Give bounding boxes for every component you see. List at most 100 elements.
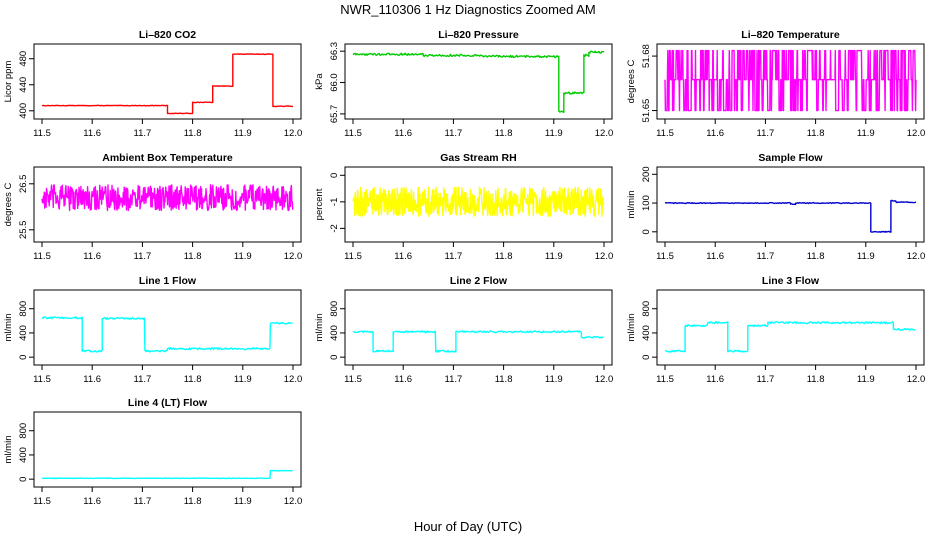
chart-panel: Sample Flow 11.5 11.6 11.7 11.8 11.9 12.0 0 100 2…	[626, 152, 925, 262]
x-tick-label: 11.5	[33, 128, 51, 139]
y-tick-label: 0	[329, 173, 340, 178]
plot-frame	[33, 166, 302, 243]
plot-frame	[33, 43, 302, 120]
x-tick-label: 11.7	[134, 374, 152, 385]
plot-frame	[344, 166, 613, 243]
y-tick-label: 400	[18, 325, 29, 341]
plot-frame	[656, 43, 925, 120]
x-tick-label: 12.0	[284, 496, 303, 507]
data-series-line	[352, 50, 605, 113]
y-tick-label: -2	[329, 224, 340, 232]
x-tick-label: 11.9	[857, 251, 875, 262]
panel-title: Li–820 Temperature	[741, 29, 840, 41]
x-tick-label: 11.8	[495, 251, 513, 262]
x-tick-label: 11.7	[757, 251, 775, 262]
x-tick-label: 11.9	[234, 374, 252, 385]
data-series-line	[352, 330, 604, 353]
panel-title: Sample Flow	[758, 152, 823, 164]
x-tick-label: 12.0	[907, 251, 926, 262]
x-tick-label: 11.9	[234, 496, 252, 507]
x-tick-label: 11.6	[706, 374, 724, 385]
x-tick-label: 11.9	[857, 374, 875, 385]
y-axis-label: ml/min	[626, 314, 637, 342]
y-tick-label: 66.3	[329, 42, 340, 61]
y-axis-label: degrees C	[626, 59, 637, 103]
x-tick-label: 11.6	[83, 128, 101, 139]
y-tick-label: 26.5	[18, 175, 29, 194]
chart-panel: Li–820 CO2 11.5 11.6 11.7 11.8 11.9 12.0 400 440…	[3, 29, 302, 139]
y-tick-label: 100	[641, 195, 652, 211]
x-tick-label: 12.0	[907, 128, 926, 139]
chart-panel: Line 1 Flow 11.5 11.6 11.7 11.8 11.9 12.0 0 400 8…	[3, 275, 302, 385]
x-tick-label: 11.6	[394, 128, 412, 139]
y-tick-label: 800	[18, 423, 29, 439]
x-tick-label: 11.8	[184, 374, 202, 385]
data-series-line	[41, 469, 293, 480]
y-axis-label: kPa	[314, 73, 325, 90]
x-tick-label: 11.9	[545, 374, 563, 385]
x-tick-label: 11.6	[83, 251, 101, 262]
x-tick-label: 11.6	[394, 251, 412, 262]
x-tick-label: 11.5	[344, 251, 362, 262]
chart-panel: Ambient Box Temperature 11.5 11.6 11.7 11.8 1…	[3, 152, 302, 262]
x-tick-label: 11.7	[757, 374, 775, 385]
x-tick-label: 11.5	[33, 496, 51, 507]
plot-frame	[344, 43, 613, 120]
y-tick-label: 400	[18, 447, 29, 463]
x-tick-label: 11.7	[134, 128, 152, 139]
x-tick-label: 11.8	[184, 496, 202, 507]
x-tick-label: 11.7	[445, 374, 463, 385]
x-tick-label: 12.0	[595, 251, 614, 262]
x-tick-label: 12.0	[284, 374, 303, 385]
x-tick-label: 11.7	[445, 128, 463, 139]
data-series-line	[664, 199, 917, 233]
x-tick-label: 11.8	[807, 251, 825, 262]
y-tick-label: 0	[329, 355, 340, 360]
y-tick-label: 440	[18, 77, 29, 93]
x-tick-label: 11.5	[656, 374, 674, 385]
y-tick-label: 200	[641, 166, 652, 182]
x-tick-label: 11.8	[184, 251, 202, 262]
y-axis-label: ml/min	[3, 436, 14, 464]
data-series-line	[664, 49, 917, 112]
x-tick-label: 12.0	[595, 128, 614, 139]
x-tick-label: 11.8	[807, 374, 825, 385]
x-tick-label: 11.9	[234, 128, 252, 139]
plot-frame	[656, 289, 925, 366]
y-tick-label: 25.5	[18, 221, 29, 240]
panel-title: Ambient Box Temperature	[102, 152, 233, 164]
y-tick-label: -1	[329, 198, 340, 206]
x-tick-label: 11.7	[134, 251, 152, 262]
y-axis-label: ml/min	[3, 314, 14, 342]
y-tick-label: 800	[18, 301, 29, 317]
y-tick-label: 51.68	[641, 44, 652, 68]
y-axis-label: percent	[314, 188, 325, 220]
x-tick-label: 11.5	[33, 374, 51, 385]
y-tick-label: 66.0	[329, 73, 340, 92]
plot-frame	[656, 166, 925, 243]
x-tick-label: 11.5	[33, 251, 51, 262]
chart-panel: Li–820 Temperature 11.5 11.6 11.7 11.8 11.9 12…	[626, 29, 925, 139]
x-tick-label: 11.8	[495, 374, 513, 385]
x-tick-label: 11.5	[656, 128, 674, 139]
x-tick-label: 11.9	[234, 251, 252, 262]
x-tick-label: 11.9	[857, 128, 875, 139]
x-tick-label: 11.5	[344, 128, 362, 139]
x-tick-label: 11.6	[83, 374, 101, 385]
x-tick-label: 11.6	[394, 374, 412, 385]
x-tick-label: 11.6	[83, 496, 101, 507]
y-axis-label: ml/min	[626, 191, 637, 219]
plot-frame	[33, 289, 302, 366]
plot-frame	[33, 411, 302, 488]
x-tick-label: 11.7	[757, 128, 775, 139]
y-tick-label: 51.65	[641, 99, 652, 123]
x-tick-label: 12.0	[595, 374, 614, 385]
figure-title: NWR_110306 1 Hz Diagnostics Zoomed AM	[340, 2, 596, 17]
chart-panel: Line 2 Flow 11.5 11.6 11.7 11.8 11.9 12.0 0 400 8…	[314, 275, 613, 385]
x-tick-label: 12.0	[284, 128, 303, 139]
x-tick-label: 11.5	[344, 374, 362, 385]
x-tick-label: 11.7	[445, 251, 463, 262]
data-series-line	[664, 321, 916, 353]
y-tick-label: 480	[18, 51, 29, 67]
